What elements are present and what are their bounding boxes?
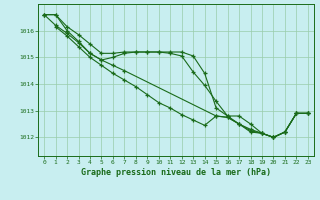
X-axis label: Graphe pression niveau de la mer (hPa): Graphe pression niveau de la mer (hPa) [81,168,271,177]
